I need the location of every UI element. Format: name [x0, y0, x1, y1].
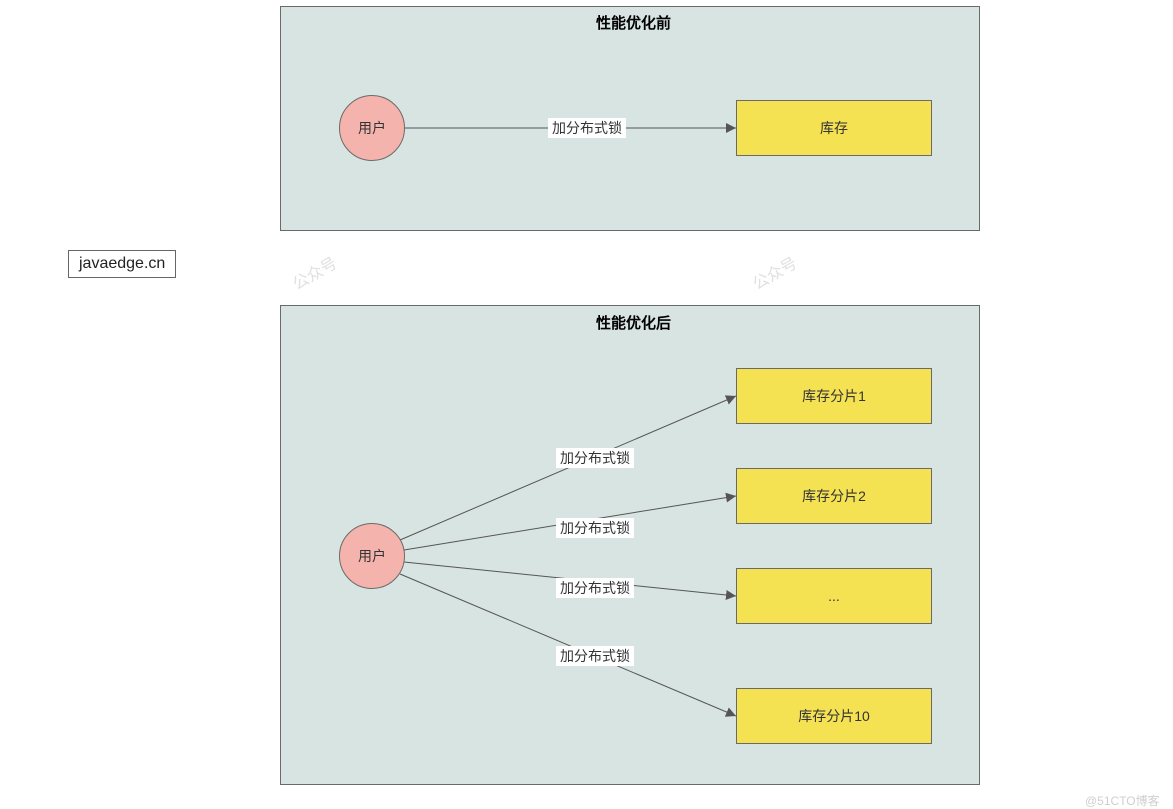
watermark-icon: 公众号 — [287, 250, 341, 295]
node-label: 用户 — [358, 118, 386, 138]
node-shard-2: 库存分片2 — [736, 468, 932, 524]
edge-label: 加分布式锁 — [548, 118, 626, 138]
edge-label: 加分布式锁 — [556, 518, 634, 538]
node-label: 库存分片10 — [798, 706, 870, 726]
node-user-after: 用户 — [339, 523, 405, 589]
brand-label: javaedge.cn — [68, 250, 176, 278]
watermark-footer: @51CTO博客 — [1085, 792, 1160, 809]
node-user-before: 用户 — [339, 95, 405, 161]
panel-after-title: 性能优化后 — [596, 312, 671, 333]
watermark-icon: 公众号 — [747, 250, 801, 295]
node-label: 库存分片2 — [802, 486, 866, 506]
edge-label: 加分布式锁 — [556, 448, 634, 468]
edge-label: 加分布式锁 — [556, 578, 634, 598]
node-label: 库存 — [820, 118, 848, 138]
node-label: 用户 — [358, 546, 386, 566]
panel-before-title: 性能优化前 — [596, 12, 671, 33]
edge-label: 加分布式锁 — [556, 646, 634, 666]
node-stock: 库存 — [736, 100, 932, 156]
node-label: ... — [828, 588, 840, 604]
node-shard-1: 库存分片1 — [736, 368, 932, 424]
node-label: 库存分片1 — [802, 386, 866, 406]
node-shard-10: 库存分片10 — [736, 688, 932, 744]
diagram-stage: javaedge.cn 性能优化前 性能优化后 用户 库存 用户 库存分片1 库… — [0, 0, 1173, 809]
node-shard-ellipsis: ... — [736, 568, 932, 624]
